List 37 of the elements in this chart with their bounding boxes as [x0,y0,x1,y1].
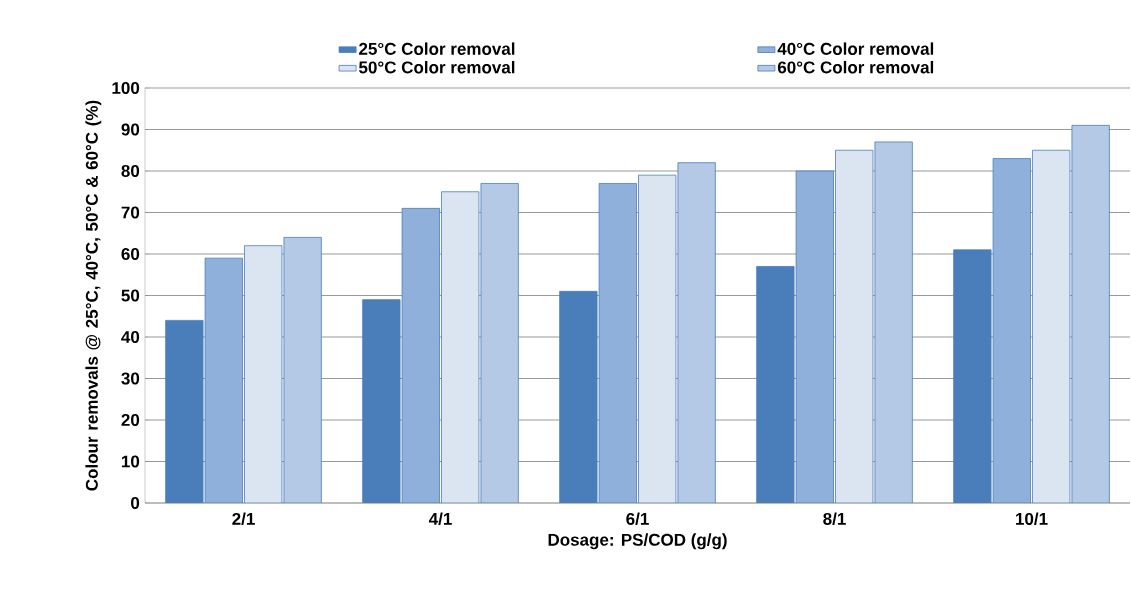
y-tick-label: 50 [121,289,140,302]
y-axis-title: Colour removals @ 25°C, 40°C, 50°C & 60°C (%) [85,100,102,491]
y-tick-label: 100 [112,81,140,95]
y-tick-label: 10 [121,455,140,468]
x-tick-label: 6/1 [626,512,649,526]
bar [283,236,322,503]
bar [1032,149,1071,503]
y-tick-label: 20 [121,413,140,427]
bar [244,245,283,503]
bar [480,183,519,503]
bar [598,183,637,503]
y-tick-label: 30 [121,372,140,385]
y-tick-label: 70 [121,206,140,219]
x-tick-label: 8/1 [823,512,846,526]
bar [835,149,874,503]
bar [874,141,913,503]
bar [204,257,243,503]
legend-label: 50°C Color removal [359,60,515,74]
bar [1071,124,1110,503]
bar [992,158,1031,503]
x-tick-label: 4/1 [428,512,452,526]
y-tick-label: 90 [121,123,140,136]
x-tick-label: 2/1 [232,512,255,526]
y-tick-label: 80 [121,164,140,178]
x-axis-title: Dosage: PS/COD (g/g) [548,533,727,550]
x-tick-label: 10/1 [1016,512,1048,526]
bar [677,162,716,503]
legend-label: 40°C Color removal [777,42,934,55]
legend-label: 60°C Color removal [777,60,934,74]
bar [795,170,834,503]
bar [441,191,480,503]
bar [638,174,677,503]
y-tick-label: 40 [121,330,140,344]
y-tick-label: 60 [121,247,140,261]
legend-label: 25°C Color removal [359,42,515,55]
bar [401,207,440,503]
y-tick-label: 0 [131,496,140,510]
